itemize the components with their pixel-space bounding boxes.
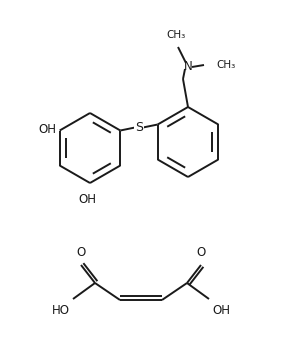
Text: CH₃: CH₃ [216, 60, 235, 70]
Text: S: S [135, 121, 143, 134]
Text: OH: OH [39, 123, 57, 136]
Text: OH: OH [78, 193, 96, 206]
Text: O: O [76, 246, 86, 259]
Text: N: N [184, 61, 192, 74]
Text: HO: HO [52, 304, 70, 317]
Text: O: O [196, 246, 206, 259]
Text: CH₃: CH₃ [166, 30, 186, 40]
Text: OH: OH [212, 304, 230, 317]
